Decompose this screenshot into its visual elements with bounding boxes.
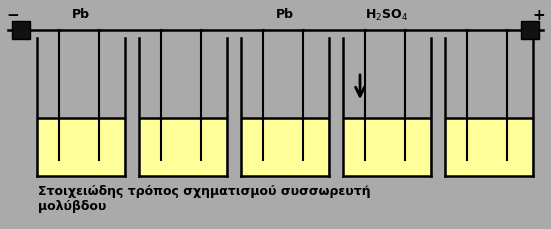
Text: Pb: Pb [276,8,294,21]
Text: μολύβδου: μολύβδου [38,200,106,213]
Bar [446,118,532,176]
Bar [12,21,30,39]
Text: H$_2$SO$_4$: H$_2$SO$_4$ [365,8,409,23]
Text: −: − [6,8,19,23]
Text: +: + [532,8,545,23]
Bar [140,118,226,176]
Bar [521,21,539,39]
Bar [38,118,124,176]
Bar [242,118,328,176]
Text: Pb: Pb [72,8,90,21]
Text: Στοιχειώδης τρόπος σχηματισμού συσσωρευτή: Στοιχειώδης τρόπος σχηματισμού συσσωρευτ… [38,185,371,198]
Bar [344,118,430,176]
